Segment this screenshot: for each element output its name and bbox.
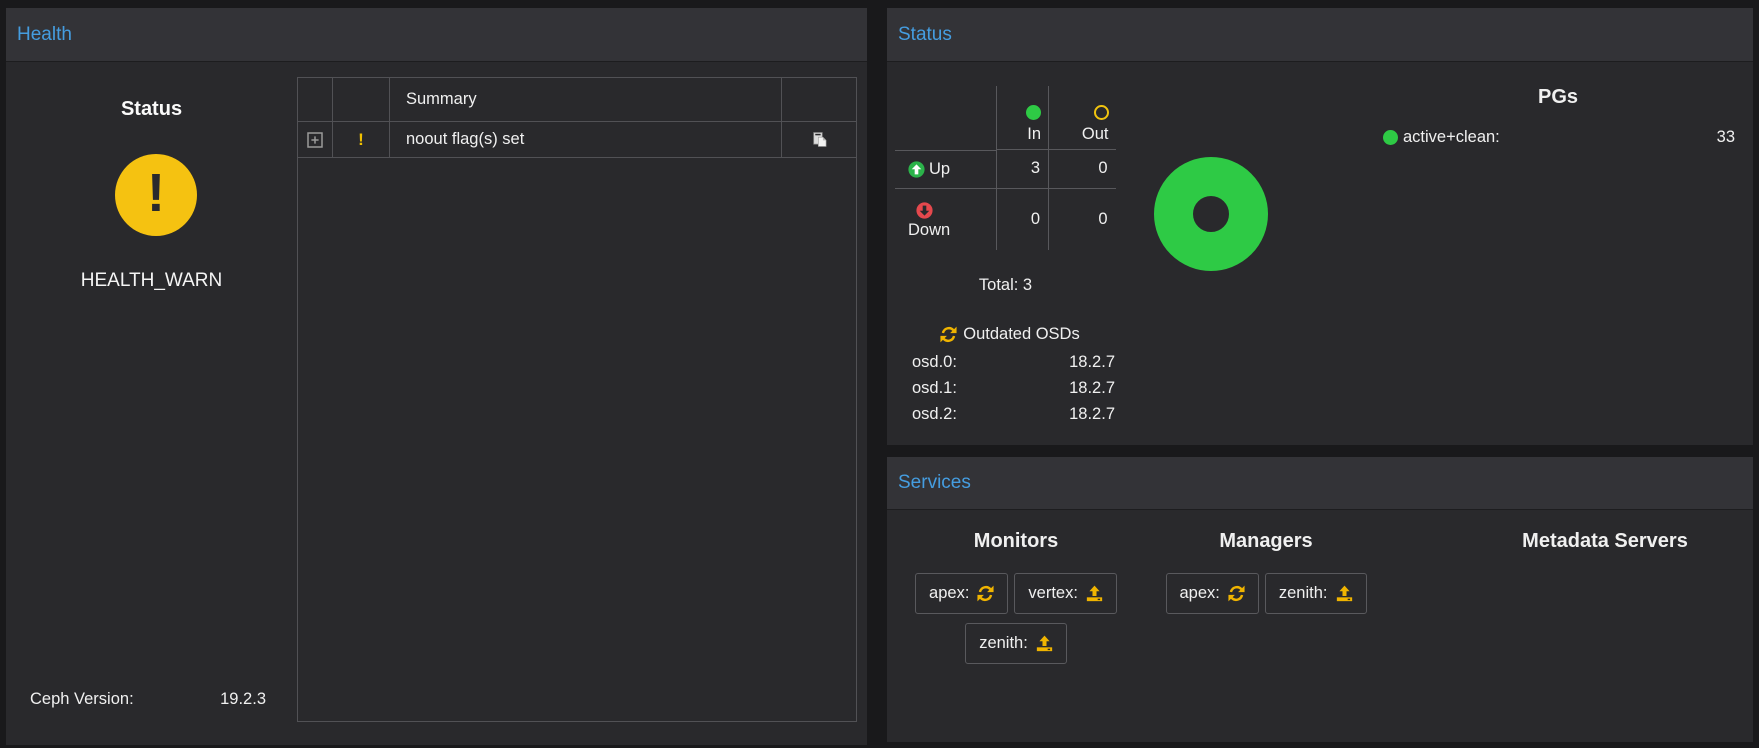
outdated-osd-row: osd.2: 18.2.7	[912, 405, 1115, 424]
monitor-badge-zenith[interactable]: zenith:	[965, 623, 1067, 664]
active-clean-dot-icon	[1383, 130, 1398, 145]
refresh-icon	[940, 326, 957, 343]
managers-column: Managers apex: zenith:	[1140, 530, 1392, 614]
managers-heading: Managers	[1140, 530, 1392, 553]
status-panel-title: Status	[898, 24, 952, 46]
outdated-osd-row: osd.0: 18.2.7	[912, 353, 1115, 372]
arrow-circle-up-icon	[908, 161, 925, 178]
ceph-version-value: 19.2.3	[220, 690, 266, 709]
row-severity-cell: !	[333, 122, 390, 157]
metadata-servers-column: Metadata Servers	[1430, 530, 1759, 573]
arrow-circle-down-icon	[916, 202, 933, 219]
osd-version: 18.2.7	[1069, 405, 1115, 424]
health-panel: Health Status ! HEALTH_WARN Ceph Version…	[6, 8, 867, 745]
refresh-icon	[1228, 585, 1245, 602]
in-column-label: In	[1027, 125, 1041, 144]
outdated-osd-row: osd.1: 18.2.7	[912, 379, 1115, 398]
health-status-heading: Status	[6, 98, 297, 121]
status-panel: Status In Out	[887, 8, 1753, 445]
osd-version: 18.2.7	[1069, 379, 1115, 398]
manager-badge-zenith[interactable]: zenith:	[1265, 573, 1367, 614]
monitor-badge-apex[interactable]: apex:	[915, 573, 1008, 614]
services-panel-header: Services	[887, 457, 1753, 510]
upload-icon	[1036, 635, 1053, 652]
copy-row-button[interactable]	[782, 122, 856, 157]
active-clean-value: 33	[1717, 128, 1735, 147]
health-warning-icon: !	[115, 154, 197, 236]
up-in-value: 3	[997, 150, 1049, 189]
up-out-value: 0	[1049, 150, 1116, 189]
services-panel-title: Services	[898, 472, 971, 494]
health-state-text: HEALTH_WARN	[6, 270, 297, 292]
health-panel-header: Health	[6, 8, 867, 62]
out-yellow-ring-icon	[1094, 105, 1109, 120]
services-panel: Services Monitors apex: vertex: zenith:	[887, 457, 1753, 742]
outdated-osds-heading: Outdated OSDs	[895, 325, 1125, 344]
severity-header-cell	[333, 78, 390, 121]
osd-up-row: Up 3 0	[895, 150, 1116, 189]
copy-icon	[811, 131, 828, 148]
down-out-value: 0	[1049, 188, 1116, 250]
up-row-label: Up	[929, 160, 950, 179]
manager-badge-apex[interactable]: apex:	[1166, 573, 1259, 614]
ceph-version-label: Ceph Version:	[30, 690, 134, 709]
health-summary-table: Summary ! noout flag(s) set	[297, 77, 857, 722]
pgs-legend-row: active+clean: 33	[1383, 128, 1735, 147]
active-clean-label: active+clean:	[1403, 128, 1500, 147]
warning-exclamation-icon: !	[358, 130, 364, 150]
copy-header-cell	[782, 78, 856, 121]
refresh-icon	[977, 585, 994, 602]
row-summary-text: noout flag(s) set	[390, 122, 782, 157]
in-green-dot-icon	[1026, 105, 1041, 120]
monitors-heading: Monitors	[890, 530, 1142, 553]
health-table-row[interactable]: ! noout flag(s) set	[298, 122, 856, 158]
status-panel-header: Status	[887, 8, 1753, 62]
expander-header-cell	[298, 78, 333, 121]
metadata-servers-heading: Metadata Servers	[1430, 530, 1759, 553]
osd-table-header-row: In Out	[895, 86, 1116, 150]
health-status-column: Status ! HEALTH_WARN Ceph Version: 19.2.…	[6, 62, 297, 744]
ceph-version-row: Ceph Version: 19.2.3	[30, 690, 266, 709]
down-row-label: Down	[908, 221, 996, 240]
down-in-value: 0	[997, 188, 1049, 250]
osd-version: 18.2.7	[1069, 353, 1115, 372]
row-expander-button[interactable]	[298, 122, 333, 157]
ceph-dashboard: Health Status ! HEALTH_WARN Ceph Version…	[0, 0, 1759, 748]
summary-header-cell: Summary	[390, 78, 782, 121]
osd-name: osd.1:	[912, 379, 957, 398]
monitors-column: Monitors apex: vertex: zenith:	[890, 530, 1142, 664]
osd-name: osd.0:	[912, 353, 957, 372]
upload-icon	[1086, 585, 1103, 602]
upload-icon	[1336, 585, 1353, 602]
osd-name: osd.2:	[912, 405, 957, 424]
osd-inout-table: In Out Up 3 0	[895, 86, 1116, 250]
osd-total-text: Total: 3	[895, 276, 1116, 295]
pgs-title: PGs	[1367, 86, 1749, 109]
out-column-label: Out	[1082, 125, 1109, 144]
pgs-donut-chart	[1154, 157, 1268, 271]
health-table-header-row: Summary	[298, 78, 856, 122]
plus-square-icon	[307, 132, 323, 148]
monitor-badge-vertex[interactable]: vertex:	[1014, 573, 1117, 614]
osd-down-row: Down 0 0	[895, 188, 1116, 250]
health-panel-title: Health	[17, 24, 72, 46]
